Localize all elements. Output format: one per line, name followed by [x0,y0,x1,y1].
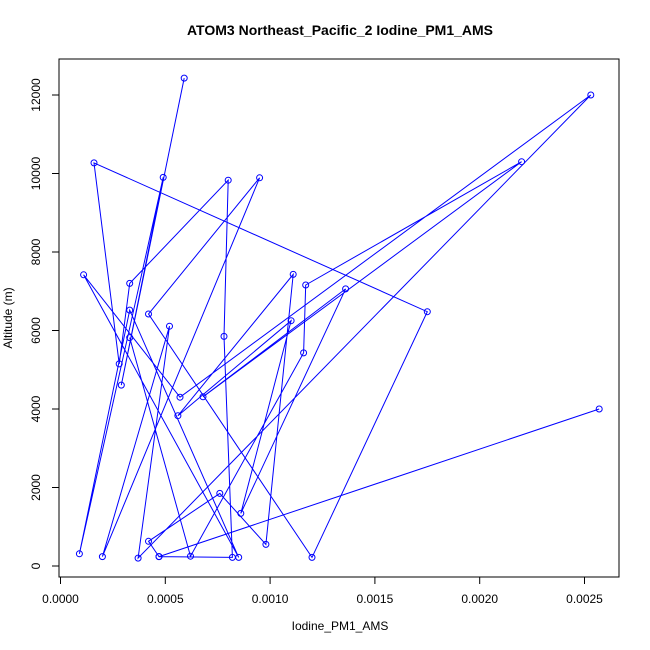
data-point [166,322,173,330]
x-tick-label: 0.0005 [147,592,184,606]
x-tick-label: 0.0000 [42,592,79,606]
data-point [262,540,270,548]
y-tick-label: 2000 [29,474,43,501]
data-point [126,306,134,314]
x-axis-label: Iodine_PM1_AMS [292,619,389,633]
data-point [126,334,134,342]
data-point [155,553,163,561]
y-axis-label: Altitude (m) [1,287,15,348]
x-tick-label: 0.0015 [357,592,394,606]
y-tick-label: 10000 [29,156,43,190]
y-tick-label: 4000 [29,395,43,422]
data-point [145,310,152,318]
series-group [75,74,603,562]
data-point [98,553,106,561]
y-tick-label: 12000 [29,78,43,112]
data-point [224,176,232,184]
y-tick-label: 8000 [29,238,43,265]
data-point [80,271,88,279]
data-point [587,91,595,99]
data-point [423,308,431,316]
data-point [159,173,167,181]
data-point [216,489,224,497]
y-tick-label: 0 [29,562,43,569]
x-tick-label: 0.0025 [566,592,603,606]
y-tick-label: 6000 [29,317,43,344]
data-point [145,537,152,545]
data-point [595,405,603,413]
data-point [308,553,316,561]
data-point [176,393,184,401]
data-point [256,174,264,182]
data-point [237,509,245,517]
data-point [90,159,98,167]
data-point [518,158,526,166]
data-point [287,317,295,325]
data-point [126,279,134,287]
data-point [187,552,194,560]
x-axis: 0.0000 0.0005 0.0010 0.0015 0.0020 0.0025 [42,576,603,606]
data-point [302,281,310,289]
data-point [300,349,308,357]
data-point [117,381,125,389]
x-tick-label: 0.0010 [252,592,289,606]
data-point [289,270,297,278]
data-point [180,74,188,82]
y-axis: 0 2000 4000 6000 8000 10000 12000 [29,78,60,569]
data-point [115,360,123,368]
data-point [75,550,83,558]
data-point [228,553,236,561]
data-point [342,285,350,293]
data-point [174,412,182,420]
series-line [78,77,600,560]
data-point [199,393,207,401]
data-point [220,332,228,340]
chart-title: ATOM3 Northeast_Pacific_2 Iodine_PM1_AMS [187,22,493,38]
x-tick-label: 0.0020 [461,592,498,606]
data-point [134,554,142,562]
